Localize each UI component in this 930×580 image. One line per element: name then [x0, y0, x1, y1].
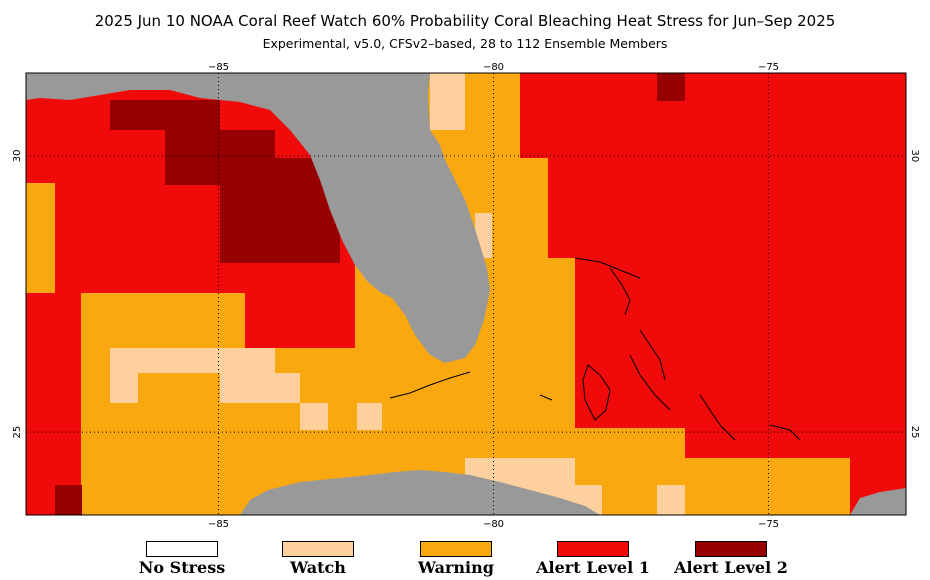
map-title: 2025 Jun 10 NOAA Coral Reef Watch 60% Pr… — [94, 12, 836, 30]
region-alert2-b — [165, 130, 275, 185]
legend-item-warning: Warning — [381, 541, 531, 577]
island-andros — [582, 364, 611, 421]
region-watch-b — [110, 373, 138, 403]
lon-tick-label-bottom: −75 — [758, 519, 779, 530]
legend-label: Alert Level 2 — [674, 558, 788, 577]
legend-swatch — [420, 541, 492, 557]
island-long — [699, 394, 736, 441]
land-southeast-us — [26, 73, 490, 363]
region-alert1-atlantic-north — [520, 73, 906, 158]
map-subtitle: Experimental, v5.0, CFSv2–based, 28 to 1… — [262, 36, 668, 51]
lon-tick-label-bottom: −85 — [208, 519, 229, 530]
lon-tick-label-top: −80 — [483, 62, 504, 73]
region-watch-h — [657, 485, 685, 515]
island-keys — [389, 371, 471, 399]
land-mask — [26, 73, 906, 515]
legend-label: Alert Level 1 — [536, 558, 650, 577]
legend-swatch — [557, 541, 629, 557]
island-exuma — [629, 354, 671, 411]
graticule — [26, 73, 906, 515]
region-alert1-south — [685, 428, 906, 458]
lon-tick-label-bottom: −80 — [483, 519, 504, 530]
region-watch-c — [220, 373, 300, 403]
lat-tick-label-left: 30 — [12, 150, 23, 163]
island-abaco — [609, 267, 631, 316]
lon-tick-label-top: −75 — [758, 62, 779, 73]
region-alert1-atlantic-mid — [548, 158, 906, 258]
region-watch-e — [357, 403, 382, 430]
region-watch-a — [110, 348, 275, 373]
legend-label: No Stress — [138, 558, 226, 577]
land-hispaniola — [850, 488, 906, 515]
region-alert1-west-gulf — [26, 293, 81, 515]
legend-label: Watch — [290, 558, 346, 577]
legend-swatch — [146, 541, 218, 557]
legend-label: Warning — [418, 558, 494, 577]
region-alert2-a — [110, 100, 220, 130]
lat-tick-label-right: 30 — [909, 150, 920, 163]
region-alert2-e — [657, 73, 685, 101]
region-watch-d — [300, 403, 328, 430]
legend-item-none: No Stress — [107, 541, 257, 577]
legend-item-watch: Watch — [243, 541, 393, 577]
island-grand-bahama — [574, 257, 641, 279]
region-alert2-c — [220, 183, 340, 263]
region-watch-i — [430, 73, 465, 130]
legend-item-alert1: Alert Level 1 — [518, 541, 668, 577]
bahamas-outlines — [389, 257, 801, 441]
land-cuba — [240, 470, 600, 515]
island-cay-sal — [539, 394, 553, 401]
legend-swatch — [695, 541, 767, 557]
legend-swatch — [282, 541, 354, 557]
island-inagua — [769, 424, 801, 441]
island-eleuthera — [639, 329, 666, 381]
lon-tick-label-top: −85 — [208, 62, 229, 73]
region-alert1-bahamas — [575, 258, 906, 428]
region-alert2-f — [55, 485, 82, 515]
lat-tick-label-right: 25 — [909, 426, 920, 439]
map-frame — [25, 72, 907, 516]
region-alert1-shelf — [245, 293, 355, 348]
legend-item-alert2: Alert Level 2 — [656, 541, 806, 577]
lat-tick-label-left: 25 — [12, 426, 23, 439]
axis-ticks: −85 −85 −80 −80 −75 −75 30 30 25 25 — [12, 62, 920, 530]
stress-grid — [26, 73, 906, 515]
